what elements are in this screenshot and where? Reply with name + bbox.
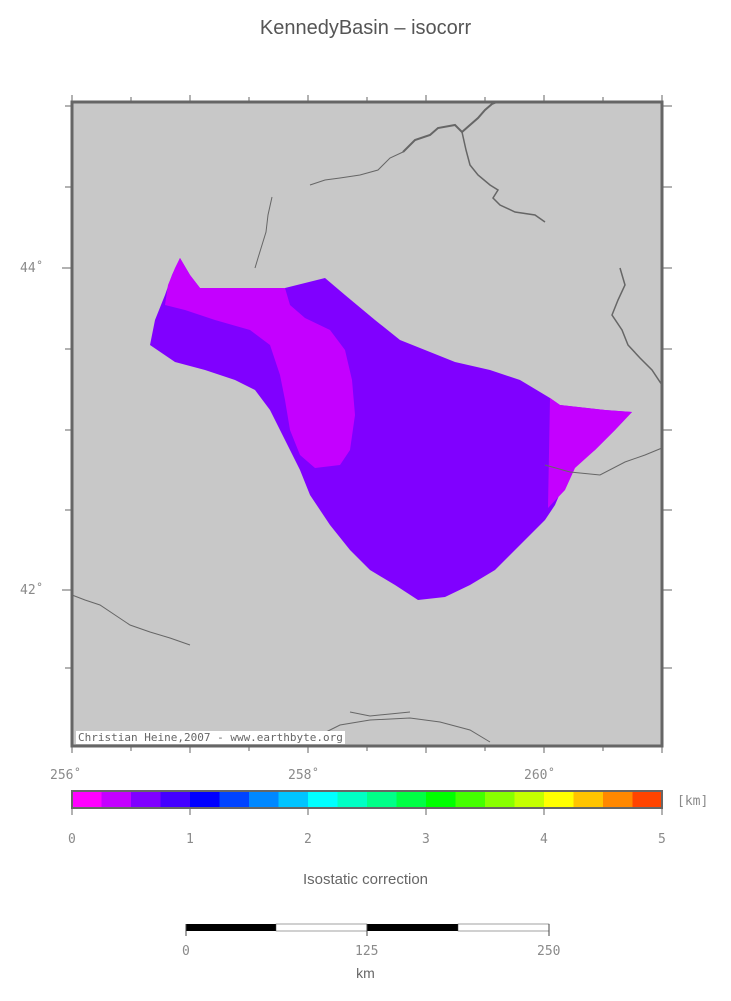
- lat-label-44: 44˚: [20, 261, 44, 276]
- colorbar-swatch: [396, 791, 427, 808]
- colorbar-swatch: [249, 791, 279, 808]
- colorbar: [72, 791, 663, 808]
- scale-segment-3: [367, 924, 458, 931]
- river-east-south: [544, 447, 663, 476]
- region-magenta-west: [165, 258, 355, 468]
- colorbar-swatch: [308, 791, 338, 808]
- colorbar-swatch: [514, 791, 545, 808]
- colorbar-swatch: [485, 791, 515, 808]
- lon-label-256: 256˚: [50, 768, 82, 783]
- colorbar-swatch: [278, 791, 309, 808]
- scale-tick-125: 125: [355, 944, 379, 959]
- scale-segment-4: [457, 923, 550, 932]
- colorbar-frame: [71, 790, 663, 809]
- map-title: KennedyBasin – isocorr: [259, 17, 472, 39]
- scale-bar: [185, 923, 550, 936]
- region-magenta-east: [548, 398, 632, 508]
- colorbar-tick-5: 5: [658, 832, 666, 847]
- colorbar-caption: Isostatic correction: [302, 871, 429, 888]
- scale-segment-1: [186, 924, 276, 931]
- river-southwest: [71, 594, 191, 646]
- colorbar-unit: [km]: [677, 794, 709, 809]
- lon-label-260: 260˚: [524, 768, 556, 783]
- colorbar-swatch: [603, 791, 633, 808]
- coastlines: [71, 101, 663, 743]
- colorbar-swatch: [632, 791, 663, 808]
- credit-label: Christian Heine,2007 - www.earthbyte.org: [76, 731, 345, 744]
- colorbar-swatch: [367, 791, 397, 808]
- colorbar-swatch: [101, 791, 132, 808]
- colorbar-tick-0: 0: [68, 832, 76, 847]
- isostatic-region: [150, 258, 632, 600]
- river-south: [319, 711, 491, 743]
- river-north-west: [309, 151, 404, 186]
- scale-unit: km: [356, 965, 375, 981]
- scale-tick-0: 0: [182, 944, 190, 959]
- colorbar-swatch: [160, 791, 191, 808]
- stream-central: [254, 196, 273, 269]
- river-east: [611, 267, 663, 386]
- map-ticks: [62, 95, 672, 753]
- colorbar-tick-1: 1: [186, 832, 194, 847]
- colorbar-ticks: [71, 808, 663, 815]
- colorbar-swatch: [131, 791, 161, 808]
- colorbar-swatch: [337, 791, 368, 808]
- colorbar-tick-3: 3: [422, 832, 430, 847]
- colorbar-swatch: [573, 791, 604, 808]
- colorbar-swatch: [219, 791, 250, 808]
- river-north-branch: [461, 131, 546, 223]
- lat-label-42: 42˚: [20, 583, 44, 598]
- colorbar-swatch: [455, 791, 486, 808]
- lon-label-258: 258˚: [288, 768, 320, 783]
- colorbar-swatch: [72, 791, 102, 808]
- scale-segment-2: [275, 923, 368, 932]
- colorbar-swatch: [426, 791, 456, 808]
- colorbar-tick-2: 2: [304, 832, 312, 847]
- colorbar-swatch: [190, 791, 220, 808]
- colorbar-tick-4: 4: [540, 832, 548, 847]
- scale-tick-250: 250: [537, 944, 561, 959]
- colorbar-swatch: [544, 791, 574, 808]
